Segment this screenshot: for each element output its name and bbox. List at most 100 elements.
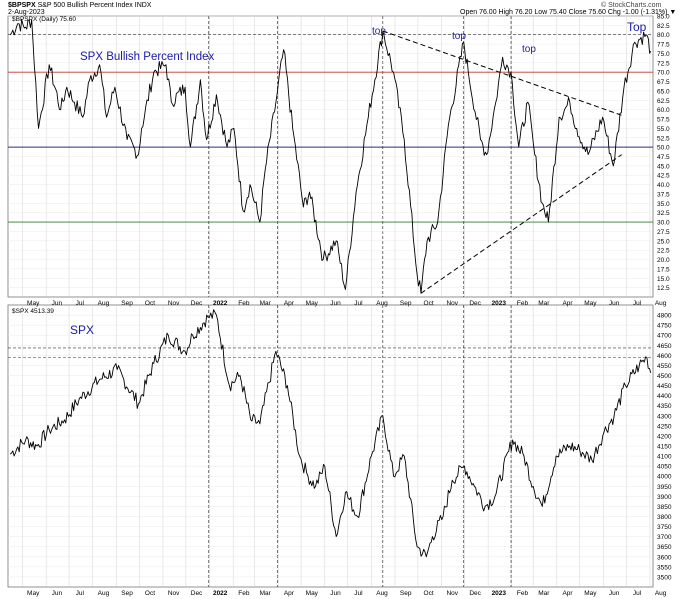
spx-x-tick-label: Nov: [446, 590, 458, 597]
bpi-x-tick-label: Mar: [538, 300, 550, 307]
spx-y-tick-label: 4500: [657, 373, 672, 380]
spx-y-tick-label: 3950: [657, 484, 672, 491]
spx-x-tick-label: May: [27, 590, 40, 597]
top-annotation: top: [522, 44, 536, 55]
chart-date: 2-Aug-2023: [8, 9, 45, 16]
spx-x-tick-label: Feb: [517, 590, 529, 597]
spx-x-tick-label: Mar: [538, 590, 550, 597]
bpi-y-tick-label: 42.5: [657, 173, 670, 180]
spx-x-tick-label: Apr: [284, 590, 295, 597]
spx-y-tick-label: 3800: [657, 514, 672, 521]
bpi-panel-title: SPX Bullish Percent Index: [80, 51, 214, 63]
bpi-y-tick-label: 72.5: [657, 60, 670, 67]
spx-y-tick-label: 4550: [657, 363, 672, 370]
bpi-y-tick-label: 82.5: [657, 23, 670, 30]
bpi-x-tick-label: Feb: [238, 300, 250, 307]
bpi-y-tick-label: 15.0: [657, 276, 670, 283]
bpi-x-tick-label: May: [27, 300, 40, 307]
bpi-x-tick-label: May: [584, 300, 597, 307]
bpi-y-tick-label: 40.0: [657, 182, 670, 189]
spx-x-tick-label: 2022: [213, 590, 228, 597]
spx-x-tick-label: Jun: [609, 590, 620, 597]
bpi-x-tick-label: Nov: [168, 300, 180, 307]
top-annotation: top: [452, 31, 466, 42]
spx-y-tick-label: 4750: [657, 323, 672, 330]
bpi-y-tick-label: 85.0: [657, 14, 670, 21]
spx-y-tick-label: 3600: [657, 554, 672, 561]
bpi-x-tick-label: May: [306, 300, 319, 307]
spx-x-tick-label: Oct: [424, 590, 434, 597]
spx-x-tick-label: Nov: [168, 590, 180, 597]
spx-y-tick-label: 4250: [657, 423, 672, 430]
spx-series-line: [10, 309, 652, 558]
symbol-title-line: $BPSPX S&P 500 Bullish Percent Index IND…: [8, 2, 151, 9]
ohlc-readout: Open 76.00 High 76.20 Low 75.40 Close 75…: [460, 9, 677, 16]
bpi-y-tick-label: 70.0: [657, 70, 670, 77]
spx-x-tick-label: Mar: [260, 590, 272, 597]
spx-x-tick-label: Dec: [469, 590, 481, 597]
bpi-x-tick-label: Jun: [52, 300, 63, 307]
bpi-x-tick-label: Oct: [424, 300, 434, 307]
bpi-x-tick-label: Apr: [562, 300, 573, 307]
spx-y-tick-label: 4450: [657, 383, 672, 390]
credit: © StockCharts.com: [601, 2, 662, 9]
spx-x-tick-label: Aug: [376, 590, 388, 597]
spx-y-tick-label: 4800: [657, 313, 672, 320]
bpi-x-tick-label: Jun: [609, 300, 620, 307]
spx-x-tick-label: Sep: [121, 590, 133, 597]
spx-y-tick-label: 4300: [657, 413, 672, 420]
spx-y-tick-label: 4200: [657, 433, 672, 440]
bpi-x-tick-label: Aug: [98, 300, 110, 307]
bpi-x-tick-label: Jul: [633, 300, 642, 307]
spx-y-tick-label: 4100: [657, 454, 672, 461]
spx-y-tick-label: 3650: [657, 544, 672, 551]
bpi-y-tick-label: 60.0: [657, 107, 670, 114]
spx-y-tick-label: 4050: [657, 464, 672, 471]
symbol: $BPSPX: [8, 2, 36, 9]
spx-x-tick-label: Jun: [52, 590, 63, 597]
bpi-x-tick-label: Oct: [145, 300, 155, 307]
bpi-x-tick-label: Apr: [284, 300, 295, 307]
bpi-y-tick-label: 77.5: [657, 42, 670, 49]
spx-x-tick-label: 2023: [492, 590, 507, 597]
spx-y-tick-label: 4000: [657, 474, 672, 481]
bpi-y-tick-label: 80.0: [657, 32, 670, 39]
symbol-name: S&P 500 Bullish Percent Index: [37, 2, 133, 9]
bpi-y-tick-label: 20.0: [657, 257, 670, 264]
bpi-y-tick-label: 57.5: [657, 117, 670, 124]
bpi-x-tick-label: Dec: [469, 300, 481, 307]
bpi-y-tick-label: 30.0: [657, 220, 670, 227]
exchange: INDX: [134, 2, 152, 9]
bpi-x-tick-label: Jul: [354, 300, 363, 307]
spx-y-tick-label: 3500: [657, 574, 672, 581]
bpi-x-tick-label: Aug: [655, 300, 667, 307]
bpi-x-tick-label: Aug: [376, 300, 388, 307]
spx-x-tick-label: Jul: [633, 590, 642, 597]
bpi-x-tick-label: Dec: [191, 300, 203, 307]
spx-x-tick-label: Aug: [98, 590, 110, 597]
spx-y-tick-label: 3700: [657, 534, 672, 541]
spx-x-tick-label: May: [306, 590, 319, 597]
spx-y-tick-label: 4700: [657, 333, 672, 340]
bpi-y-tick-label: 47.5: [657, 154, 670, 161]
bpi-x-tick-label: Sep: [121, 300, 133, 307]
lower-trendline: [420, 154, 622, 294]
spx-y-tick-label: 3900: [657, 494, 672, 501]
bpi-y-tick-label: 50.0: [657, 145, 670, 152]
bpi-x-tick-label: Sep: [400, 300, 412, 307]
bpi-legend: $BPSPX (Daily) 75.60: [12, 16, 76, 23]
spx-y-tick-label: 3750: [657, 524, 672, 531]
spx-y-tick-label: 3550: [657, 564, 672, 571]
bpi-y-tick-label: 37.5: [657, 191, 670, 198]
top-annotation: top: [372, 26, 386, 37]
upper-trendline: [382, 30, 622, 116]
top-annotation: Top: [627, 20, 647, 34]
spx-y-tick-label: 4650: [657, 343, 672, 350]
bpi-y-tick-label: 22.5: [657, 248, 670, 255]
spx-x-tick-label: Jun: [330, 590, 341, 597]
bpi-y-tick-label: 65.0: [657, 88, 670, 95]
bpi-y-tick-label: 67.5: [657, 79, 670, 86]
spx-panel-title: SPX: [70, 323, 94, 337]
